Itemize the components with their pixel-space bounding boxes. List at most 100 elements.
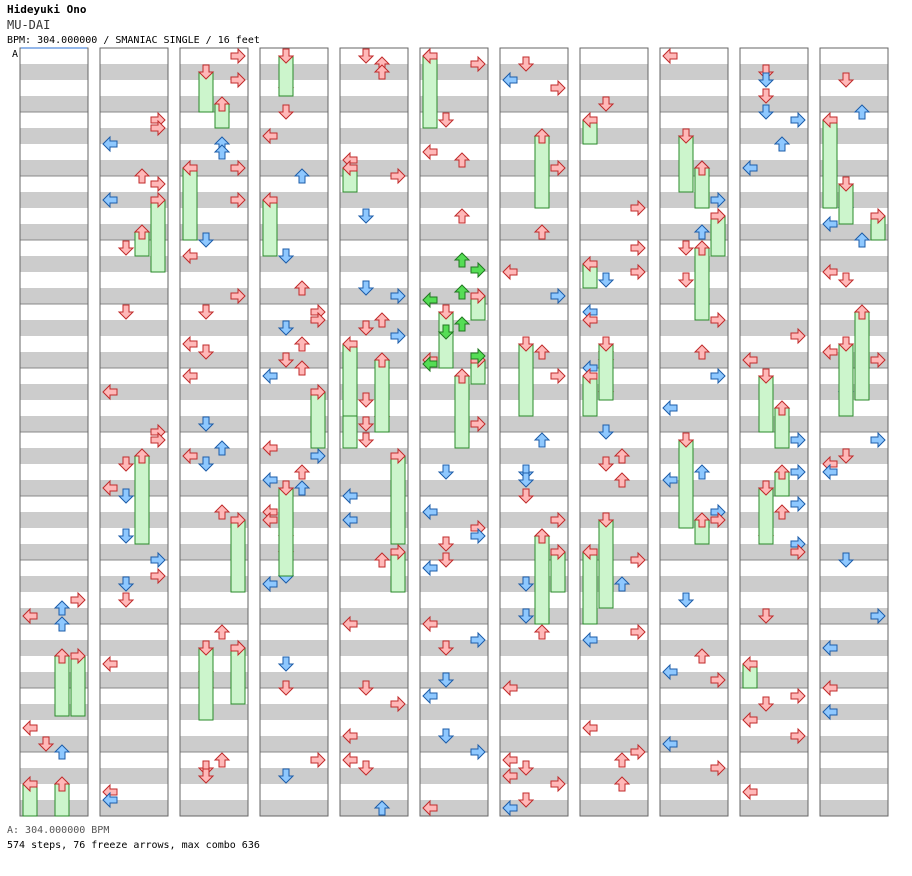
beat-stripe — [500, 512, 568, 528]
beat-stripe — [500, 128, 568, 144]
down-arrow — [677, 432, 695, 448]
beat-stripe — [420, 416, 488, 432]
beat-stripe — [500, 192, 568, 208]
chart-column — [659, 47, 729, 817]
left-arrow — [502, 751, 518, 769]
left-arrow — [342, 335, 358, 353]
up-arrow — [53, 648, 71, 664]
down-arrow — [357, 320, 375, 336]
beat-stripe — [260, 544, 328, 560]
right-arrow — [390, 695, 406, 713]
down-arrow — [437, 112, 455, 128]
beat-stripe — [100, 352, 168, 368]
down-arrow — [437, 464, 455, 480]
beat-stripe — [100, 64, 168, 80]
left-arrow — [742, 351, 758, 369]
beat-stripe — [180, 64, 248, 80]
up-arrow — [213, 96, 231, 112]
down-arrow — [117, 304, 135, 320]
up-arrow — [773, 136, 791, 152]
beat-stripe — [500, 352, 568, 368]
beat-stripe — [260, 352, 328, 368]
beat-stripe — [660, 320, 728, 336]
left-arrow — [102, 135, 118, 153]
beat-stripe — [420, 672, 488, 688]
beat-stripe — [420, 544, 488, 560]
down-arrow — [677, 592, 695, 608]
beat-stripe — [20, 512, 88, 528]
up-arrow — [453, 284, 471, 300]
beat-stripe — [180, 800, 248, 816]
down-arrow — [37, 736, 55, 752]
freeze-arrow — [278, 487, 294, 577]
beat-stripe — [660, 64, 728, 80]
beat-stripe — [260, 448, 328, 464]
beat-stripe — [420, 224, 488, 240]
beat-stripe — [820, 416, 888, 432]
beat-stripe — [820, 320, 888, 336]
left-arrow — [662, 47, 678, 65]
beat-stripe — [340, 256, 408, 272]
down-arrow — [357, 280, 375, 296]
beat-stripe — [260, 576, 328, 592]
beat-stripe — [420, 480, 488, 496]
down-arrow — [597, 336, 615, 352]
beat-stripe — [740, 576, 808, 592]
beat-stripe — [420, 384, 488, 400]
down-arrow — [837, 448, 855, 464]
right-arrow — [150, 191, 166, 209]
beat-stripe — [180, 96, 248, 112]
left-arrow — [262, 191, 278, 209]
left-arrow — [342, 511, 358, 529]
beat-stripe — [580, 448, 648, 464]
beat-stripe — [740, 64, 808, 80]
beat-stripe — [580, 640, 648, 656]
right-arrow — [790, 463, 806, 481]
left-arrow — [502, 679, 518, 697]
right-arrow — [150, 119, 166, 137]
down-arrow — [757, 696, 775, 712]
right-arrow — [790, 687, 806, 705]
beat-stripe — [100, 576, 168, 592]
right-arrow — [470, 743, 486, 761]
beat-stripe — [820, 384, 888, 400]
beat-stripe — [660, 480, 728, 496]
up-arrow — [693, 224, 711, 240]
right-arrow — [630, 743, 646, 761]
freeze-arrow — [198, 647, 214, 721]
beat-stripe — [820, 576, 888, 592]
up-arrow — [53, 616, 71, 632]
beat-stripe — [580, 800, 648, 816]
up-arrow — [533, 528, 551, 544]
left-arrow — [102, 383, 118, 401]
up-arrow — [693, 160, 711, 176]
up-arrow — [293, 480, 311, 496]
beat-stripe — [660, 576, 728, 592]
beat-stripe — [580, 288, 648, 304]
beat-stripe — [260, 256, 328, 272]
right-arrow — [630, 623, 646, 641]
chart-column — [499, 47, 569, 817]
freeze-arrow — [758, 487, 774, 545]
left-arrow — [582, 367, 598, 385]
left-arrow — [262, 471, 278, 489]
down-arrow — [277, 48, 295, 64]
beat-stripe — [420, 736, 488, 752]
down-arrow — [437, 552, 455, 568]
beat-stripe — [820, 512, 888, 528]
left-arrow — [262, 511, 278, 529]
left-arrow — [582, 311, 598, 329]
up-arrow — [613, 752, 631, 768]
chart-column — [179, 47, 249, 817]
beat-stripe — [420, 512, 488, 528]
beat-stripe — [740, 480, 808, 496]
beat-stripe — [100, 160, 168, 176]
right-arrow — [550, 543, 566, 561]
down-arrow — [357, 680, 375, 696]
beat-stripe — [100, 768, 168, 784]
freeze-arrow — [262, 199, 278, 257]
down-arrow — [597, 512, 615, 528]
freeze-arrow — [758, 375, 774, 433]
beat-stripe — [740, 768, 808, 784]
beat-stripe — [20, 64, 88, 80]
